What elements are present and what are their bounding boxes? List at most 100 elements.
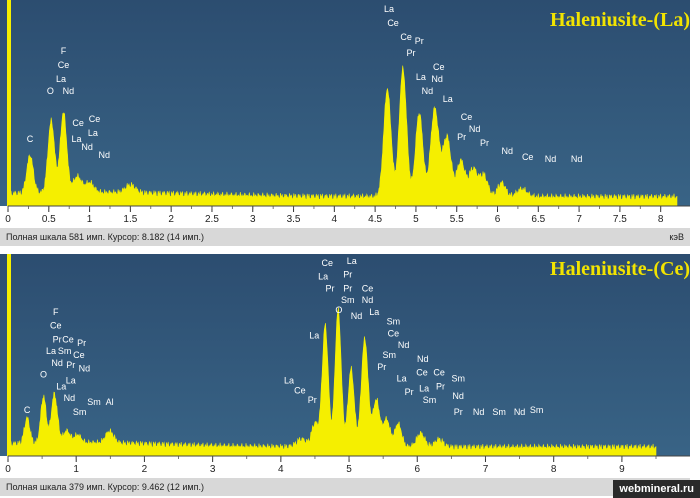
peak-label: Nd (502, 146, 514, 156)
peak-label: Sm (492, 407, 506, 417)
x-tick-label: 7.5 (613, 214, 627, 225)
peak-label: Sm (73, 407, 87, 417)
x-tick-label: 7 (483, 464, 489, 475)
peak-label: Pr (407, 48, 416, 58)
peak-label: Pr (405, 387, 414, 397)
x-tick-label: 2 (142, 464, 148, 475)
x-tick-label: 4 (278, 464, 284, 475)
spectrum-panel-la: 0 0.5 1 1.5 2 2.5 3 3.5 4 4.5 5 5.5 6 6.5 7 7.5 8 C O F Ce La… (0, 0, 700, 248)
peak-label: Nd (422, 86, 434, 96)
x-tick-label: 1.5 (123, 214, 137, 225)
peak-label: Pr (436, 381, 445, 391)
peak-label: La (88, 128, 98, 138)
peak-label: Ce (62, 334, 74, 344)
peak-label: Sm (387, 317, 401, 327)
x-tick-label: 5 (346, 464, 352, 475)
peak-label: C (24, 405, 31, 415)
chart-title: Haleniusite-(Ce) (550, 258, 690, 280)
spectrum-panel-ce: 0 1 2 3 4 5 6 7 8 9 C O F Ce Pr Ce Pr La Sm Ce Nd Pr Nd La La Nd S… (0, 254, 700, 498)
peak-label: Nd (351, 311, 363, 321)
chart-title: Haleniusite-(La) (550, 9, 690, 31)
x-tick-label: 3.5 (287, 214, 301, 225)
peak-label: Nd (63, 86, 75, 96)
peak-label: La (369, 307, 379, 317)
peak-label: Ce (416, 368, 428, 378)
x-tick-label: 4 (332, 214, 338, 225)
peak-label: Pr (53, 334, 62, 344)
peak-label: La (416, 72, 426, 82)
status-text: Полная шкала 581 имп. Курсор: 8.182 (14 … (6, 232, 204, 242)
peak-label: Pr (480, 138, 489, 148)
peak-label: La (46, 346, 56, 356)
peak-label: Ce (50, 321, 62, 331)
x-tick-label: 9 (619, 464, 625, 475)
peak-label: Nd (51, 358, 63, 368)
peak-label: Al (106, 397, 114, 407)
spectrum-chart-la: 0 0.5 1 1.5 2 2.5 3 3.5 4 4.5 5 5.5 6 6.5 7 7.5 8 C O F Ce La… (0, 0, 690, 228)
peak-label: Sm (451, 374, 465, 384)
peak-label: La (72, 134, 82, 144)
peak-label: La (419, 383, 429, 393)
peak-label: O (335, 305, 342, 315)
peak-label: La (284, 375, 294, 385)
x-tick-label: 1 (73, 464, 79, 475)
peak-label: O (47, 86, 54, 96)
peak-label: La (347, 256, 357, 266)
peak-label: Ce (89, 114, 101, 124)
peak-label: Ce (433, 62, 445, 72)
x-tick-label: 6.5 (531, 214, 545, 225)
x-tick-label: 2.5 (205, 214, 219, 225)
x-tick-label: 0 (5, 464, 11, 475)
peak-label: Ce (362, 283, 374, 293)
peak-label: La (56, 74, 66, 84)
peak-label: La (384, 4, 394, 14)
peak-label: Pr (377, 362, 386, 372)
zero-peak-bar (7, 254, 11, 456)
peak-label: Nd (99, 150, 111, 160)
peak-label: Ce (400, 32, 412, 42)
peak-label: Pr (77, 338, 86, 348)
peak-label: Ce (321, 258, 333, 268)
x-tick-label: 8 (551, 464, 557, 475)
spectrum-area (7, 65, 678, 207)
peak-label: F (53, 307, 59, 317)
peak-label: Ce (388, 328, 400, 338)
peak-label: Pr (454, 407, 463, 417)
x-tick-label: 4.5 (368, 214, 382, 225)
peak-label: La (309, 330, 319, 340)
peak-label: C (27, 134, 34, 144)
spectrum-area (7, 307, 657, 457)
x-tick-label: 5 (413, 214, 419, 225)
peak-label: La (56, 381, 66, 391)
peak-label: Sm (383, 350, 397, 360)
x-tick-label: 7 (576, 214, 582, 225)
peak-label: Sm (423, 395, 437, 405)
x-axis-band (0, 206, 690, 228)
peak-label: Pr (66, 360, 75, 370)
zero-peak-bar (7, 0, 11, 206)
peak-label: Ce (73, 350, 85, 360)
peak-label: Ce (433, 368, 445, 378)
peak-label: Nd (81, 142, 93, 152)
x-tick-label: 3 (250, 214, 256, 225)
x-tick-label: 6 (414, 464, 420, 475)
peak-label: La (443, 94, 453, 104)
peak-label: Pr (325, 283, 334, 293)
x-axis-band (0, 456, 690, 478)
peak-label: Pr (308, 395, 317, 405)
plot-background (0, 0, 690, 228)
x-tick-label: 1 (87, 214, 93, 225)
peak-label: Pr (343, 270, 352, 280)
watermark: webmineral.ru (613, 480, 700, 498)
peak-label: La (397, 374, 407, 384)
peak-label: Pr (415, 36, 424, 46)
x-tick-label: 2 (168, 214, 174, 225)
peak-label: Ce (461, 112, 473, 122)
peak-label: Ce (387, 18, 399, 28)
x-tick-label: 0.5 (42, 214, 56, 225)
peak-label: Nd (571, 154, 583, 164)
peak-label: Nd (417, 354, 429, 364)
peak-label: Sm (58, 346, 72, 356)
x-tick-label: 3 (210, 464, 216, 475)
